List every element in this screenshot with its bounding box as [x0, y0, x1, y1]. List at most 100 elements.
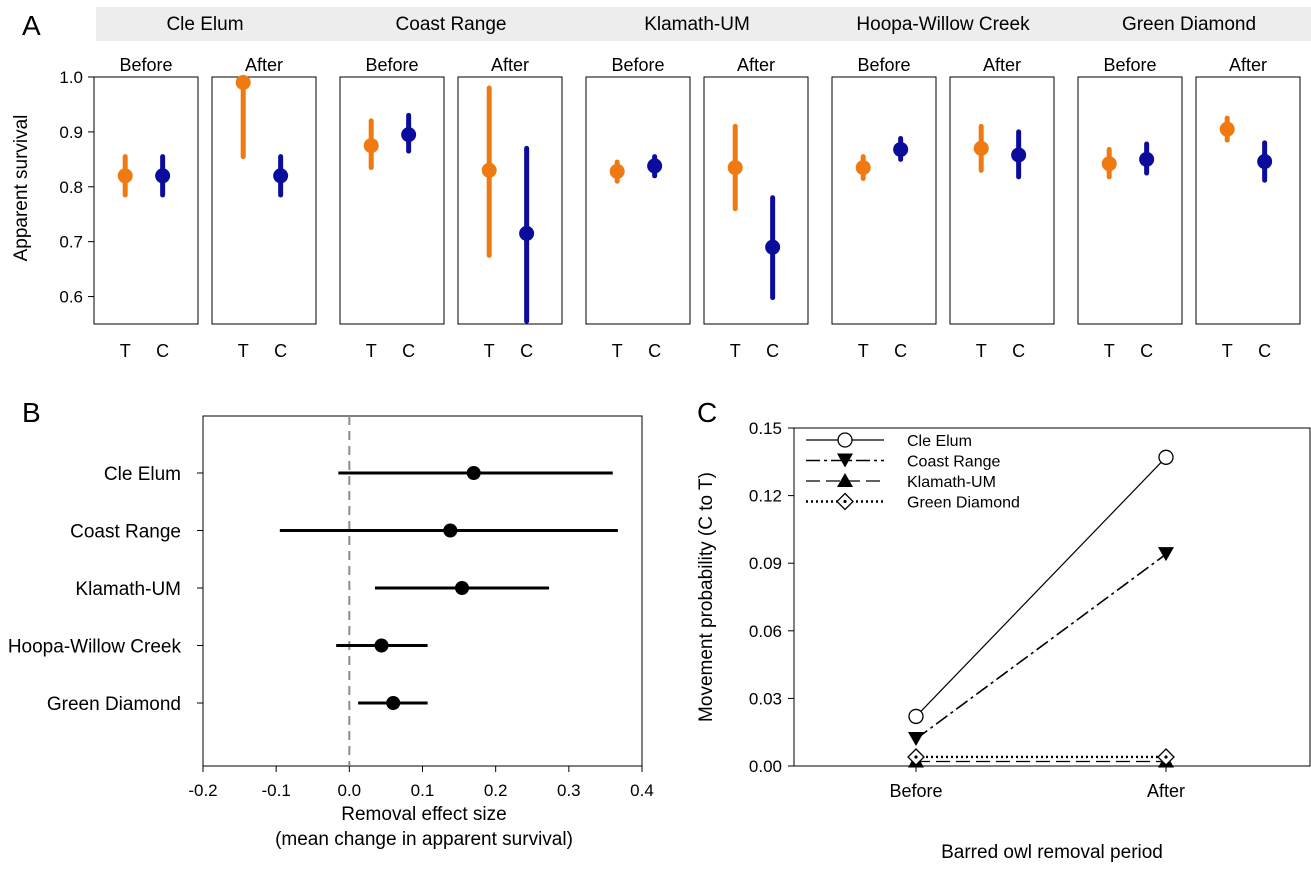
effect-point-green-diamond	[386, 696, 401, 710]
survival-panels: Cle Elum Before T C After T C Coast Range Before…	[93, 14, 1301, 361]
series-line-coast-range	[915, 553, 1167, 740]
subpanel-hoopa-willow-creek-after: After T C	[949, 55, 1055, 361]
control-estimate-point	[765, 239, 781, 255]
treatment-estimate-point	[117, 168, 133, 184]
subpanel-frame	[831, 76, 937, 325]
subpanel-frame	[339, 76, 445, 325]
effect-marks: -0.2 -0.1 0.0 0.1 0.2 0.3 0.4 Cle Elum Coast Ran…	[8, 416, 654, 800]
treatment-estimate-point	[1219, 121, 1235, 137]
effect-site-label-coast-range: Coast Range	[70, 522, 181, 543]
series-line-cle-elum	[915, 456, 1167, 717]
treatment-estimate-point	[481, 162, 497, 178]
series-point-green-diamond-dot	[1164, 755, 1168, 759]
control-estimate-point	[273, 168, 289, 184]
subpanel-frame	[457, 76, 563, 325]
period-label: After	[1229, 55, 1267, 75]
subpanel-green-diamond-after: After T C	[1195, 55, 1301, 361]
effect-x-tick-label: 0.4	[630, 781, 654, 800]
effect-site-label-klamath-um: Klamath-UM	[75, 579, 181, 600]
group-label-c: C	[520, 341, 533, 361]
group-label-c: C	[648, 341, 661, 361]
movement-plot-frame	[793, 427, 1311, 767]
subpanel-frame	[93, 76, 199, 325]
series-klamath-um: Klamath-UM	[806, 473, 1174, 768]
survival-y-axis: Apparent survival 0.6 0.7 0.8 0.9 1.0	[11, 68, 95, 324]
period-label: Before	[365, 55, 418, 75]
subpanel-hoopa-willow-creek-before: Before T C	[831, 55, 937, 361]
movement-y-tick-label: 0.03	[749, 689, 782, 708]
treatment-estimate-point	[727, 160, 743, 176]
effect-x-label-line2: (mean change in apparent survival)	[275, 829, 573, 850]
subpanel-klamath-um-before: Before T C	[585, 55, 691, 361]
subpanel-frame	[703, 76, 809, 325]
effect-x-tick-label: 0.1	[411, 781, 435, 800]
survival-y-tick-label: 0.7	[59, 233, 83, 252]
control-estimate-point	[1257, 154, 1273, 170]
series-point-cle-elum	[1158, 449, 1174, 465]
subpanel-klamath-um-after: After T C	[703, 55, 809, 361]
effect-x-tick-label: 0.3	[557, 781, 581, 800]
effect-x-tick-label: 0.2	[484, 781, 508, 800]
group-label-t: T	[1222, 341, 1233, 361]
effect-x-tick-label: -0.1	[262, 781, 291, 800]
movement-y-tick-label: 0.09	[749, 554, 782, 573]
period-label: After	[245, 55, 283, 75]
site-strip	[96, 7, 1311, 41]
group-label-t: T	[238, 341, 249, 361]
survival-y-tick-label: 0.6	[59, 288, 83, 307]
site-group-cle-elum: Cle Elum Before T C After T C	[93, 14, 317, 361]
control-estimate-point	[155, 168, 171, 184]
site-group-green-diamond: Green Diamond Before T C After T C	[1077, 14, 1301, 361]
effect-site-label-green-diamond: Green Diamond	[47, 694, 181, 715]
legend-label-cle-elum: Cle Elum	[907, 433, 972, 450]
group-label-c: C	[156, 341, 169, 361]
group-label-t: T	[1104, 341, 1115, 361]
site-group-klamath-um: Klamath-UM Before T C After T C	[585, 14, 809, 361]
group-label-c: C	[894, 341, 907, 361]
treatment-estimate-point	[609, 163, 625, 179]
panel-c: C 0.00 0.03 0.06 0.09 0.12 0.15 Before After Cle…	[696, 397, 1311, 863]
group-label-c: C	[402, 341, 415, 361]
subpanel-frame	[949, 76, 1055, 325]
effect-point-hoopa-willow-creek	[374, 638, 389, 653]
control-estimate-point	[519, 225, 535, 241]
effect-plot-frame	[202, 415, 643, 767]
subpanel-cle-elum-before: Before T C	[93, 55, 199, 361]
subpanel-frame	[585, 76, 691, 325]
group-label-t: T	[976, 341, 987, 361]
legend-label-green-diamond: Green Diamond	[907, 495, 1020, 512]
series-point-green-diamond-dot	[914, 755, 918, 759]
period-label: After	[983, 55, 1021, 75]
group-label-t: T	[612, 341, 623, 361]
period-label: After	[491, 55, 529, 75]
treatment-estimate-point	[855, 160, 871, 176]
survival-y-tick-label: 0.9	[59, 123, 83, 142]
survival-y-label: Apparent survival	[11, 115, 32, 262]
control-estimate-point	[401, 127, 417, 143]
subpanel-frame	[1077, 76, 1183, 325]
subpanel-green-diamond-before: Before T C	[1077, 55, 1183, 361]
group-label-t: T	[484, 341, 495, 361]
control-estimate-point	[1139, 151, 1155, 167]
control-estimate-point	[1011, 147, 1027, 163]
panel-b: B -0.2 -0.1 0.0 0.1 0.2 0.3 0.4 Cle Elum Coast R…	[8, 397, 654, 850]
group-label-c: C	[1140, 341, 1153, 361]
movement-y-tick-label: 0.00	[749, 757, 782, 776]
treatment-estimate-point	[1101, 156, 1117, 172]
panel-letter-a: A	[22, 10, 41, 41]
subpanel-coast-range-before: Before T C	[339, 55, 445, 361]
legend-marker-cle-elum	[837, 432, 853, 448]
period-label: Before	[119, 55, 172, 75]
site-group-hoopa-willow-creek: Hoopa-Willow Creek Before T C After T C	[831, 14, 1055, 361]
subpanel-cle-elum-after: After T C	[211, 55, 317, 361]
group-label-t: T	[120, 341, 131, 361]
movement-marks: 0.00 0.03 0.06 0.09 0.12 0.15 Before After Cle E…	[749, 419, 1185, 801]
effect-site-label-cle-elum: Cle Elum	[104, 464, 181, 485]
movement-y-label: Movement probability (C to T)	[696, 472, 717, 722]
site-title-green-diamond: Green Diamond	[1122, 14, 1256, 35]
movement-x-tick-label: After	[1147, 781, 1185, 801]
legend-marker-green-diamond-dot	[843, 499, 847, 504]
series-point-cle-elum	[908, 708, 924, 725]
site-title-cle-elum: Cle Elum	[166, 14, 243, 35]
panel-letter-c: C	[697, 397, 717, 428]
